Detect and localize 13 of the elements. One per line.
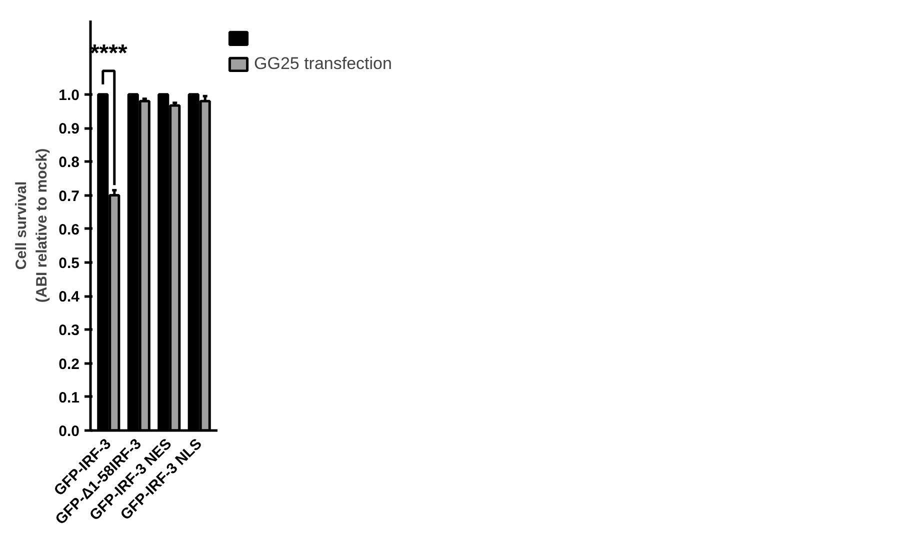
y-tick-label: 0.3 bbox=[58, 322, 80, 340]
y-tick-label: 0.0 bbox=[58, 423, 80, 440]
y-tick-label: 0.6 bbox=[58, 221, 80, 238]
legend-label: GG25 transfection bbox=[254, 54, 392, 74]
y-tick-label: 0.4 bbox=[58, 288, 80, 306]
y-tick-label: 1.0 bbox=[58, 86, 80, 104]
y-tick-label: 0.5 bbox=[58, 254, 80, 272]
y-tick-label: 0.7 bbox=[58, 188, 80, 205]
y-tick-label: 0.2 bbox=[58, 356, 80, 373]
y-tick-label: 0.9 bbox=[58, 120, 80, 138]
y-axis-title: Cell survival (ABI relative to mock) bbox=[13, 148, 51, 303]
y-tick-label: 0.8 bbox=[58, 154, 80, 172]
y-tick-label: 0.1 bbox=[58, 389, 80, 406]
